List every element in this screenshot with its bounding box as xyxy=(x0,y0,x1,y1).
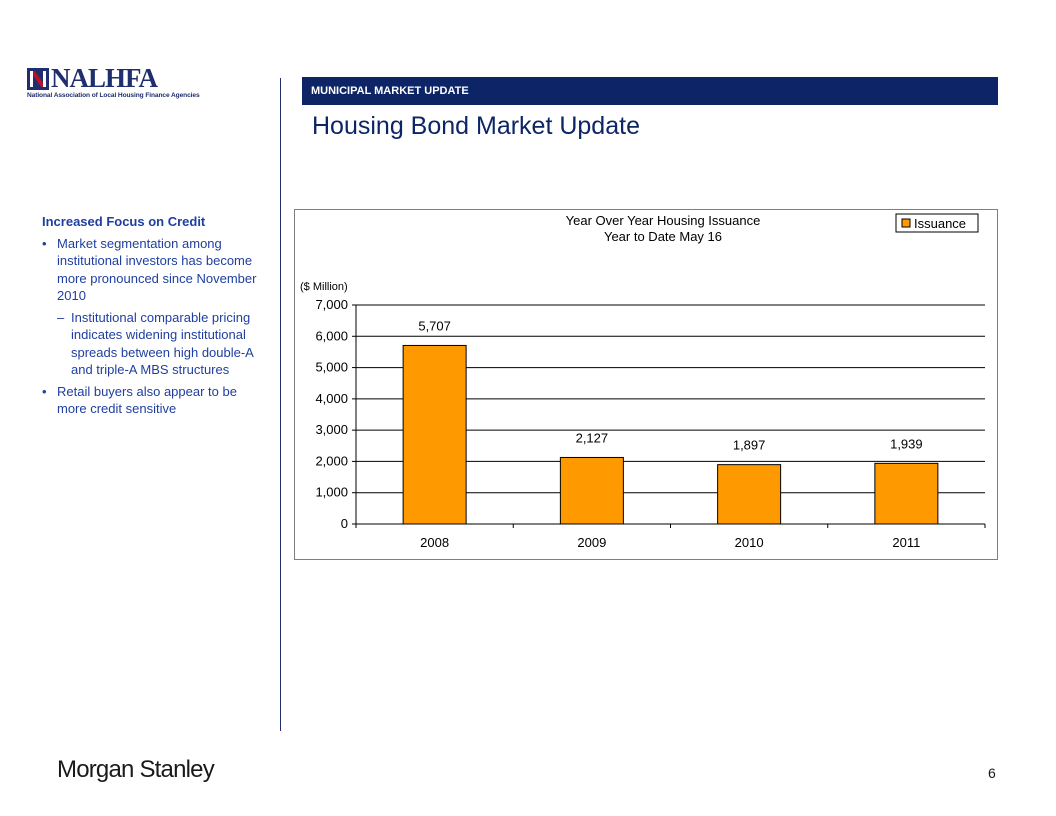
x-tick-label: 2008 xyxy=(420,535,449,550)
logo-wordmark: NALHFA xyxy=(51,63,158,93)
sub-bullet-item: – Institutional comparable pricing indic… xyxy=(42,309,266,379)
nalhfa-logo: NALHFA National Association of Local Hou… xyxy=(27,63,200,104)
data-label: 5,707 xyxy=(418,318,451,333)
y-tick-label: 1,000 xyxy=(315,485,348,500)
page-number: 6 xyxy=(988,765,996,781)
chart-bars: 5,707 2,127 1,897 1,939 xyxy=(402,318,939,525)
bullet-text: Retail buyers also appear to be more cre… xyxy=(57,383,237,417)
bar xyxy=(559,456,624,525)
issuance-chart: Year Over Year Housing Issuance Year to … xyxy=(294,209,998,560)
y-tick-label: 6,000 xyxy=(315,328,348,343)
data-label: 1,897 xyxy=(733,438,766,453)
x-tick-label: 2009 xyxy=(577,535,606,550)
y-tick-label: 2,000 xyxy=(315,453,348,468)
logo-tagline: National Association of Local Housing Fi… xyxy=(27,92,200,99)
chart-title: Year Over Year Housing Issuance xyxy=(566,213,761,228)
y-axis-label: ($ Million) xyxy=(300,281,348,293)
sidebar-heading: Increased Focus on Credit xyxy=(42,214,206,229)
legend-box xyxy=(895,213,979,233)
y-axis-ticks: 0 1,000 2,000 3,000 4,000 5,000 6,000 7,000 xyxy=(315,297,357,531)
bullet-text: Market segmentation among institutional … xyxy=(57,235,257,304)
chart-canvas: Year Over Year Housing Issuance Year to … xyxy=(300,213,986,550)
legend-swatch xyxy=(901,218,911,228)
legend-label: Issuance xyxy=(914,216,966,231)
bar xyxy=(874,462,939,525)
bar xyxy=(717,464,782,525)
data-label: 1,939 xyxy=(890,436,923,451)
sub-bullet-glyph: – xyxy=(57,309,65,325)
section-header-bar: MUNICIPAL MARKET UPDATE xyxy=(302,77,998,105)
page-title: Housing Bond Market Update xyxy=(312,112,640,140)
sidebar-notes: Increased Focus on Credit • Market segme… xyxy=(42,213,266,422)
y-tick-label: 3,000 xyxy=(315,422,348,437)
bullet-item: • Market segmentation among institutiona… xyxy=(42,235,266,305)
y-tick-label: 7,000 xyxy=(315,297,348,312)
chart-legend: Issuance xyxy=(895,213,979,233)
footer-brand: Morgan Stanley xyxy=(57,756,215,783)
bullet-item: • Retail buyers also appear to be more c… xyxy=(42,383,266,418)
y-tick-label: 5,000 xyxy=(315,360,348,375)
x-axis: 2008 2009 2010 2011 xyxy=(355,523,986,550)
bullet-glyph: • xyxy=(42,235,47,251)
vertical-divider xyxy=(280,78,281,731)
nalhfa-logo-mark xyxy=(27,68,49,90)
sub-bullet-text: Institutional comparable pricing indicat… xyxy=(71,309,254,378)
chart-subtitle: Year to Date May 16 xyxy=(604,229,722,244)
x-tick-label: 2011 xyxy=(892,535,920,550)
bullet-glyph: • xyxy=(42,383,47,399)
y-tick-label: 4,000 xyxy=(315,391,348,406)
section-label: MUNICIPAL MARKET UPDATE xyxy=(311,85,469,97)
x-tick-label: 2010 xyxy=(735,535,764,550)
y-tick-label: 0 xyxy=(341,516,348,531)
bar xyxy=(402,344,467,525)
data-label: 2,127 xyxy=(576,430,609,445)
